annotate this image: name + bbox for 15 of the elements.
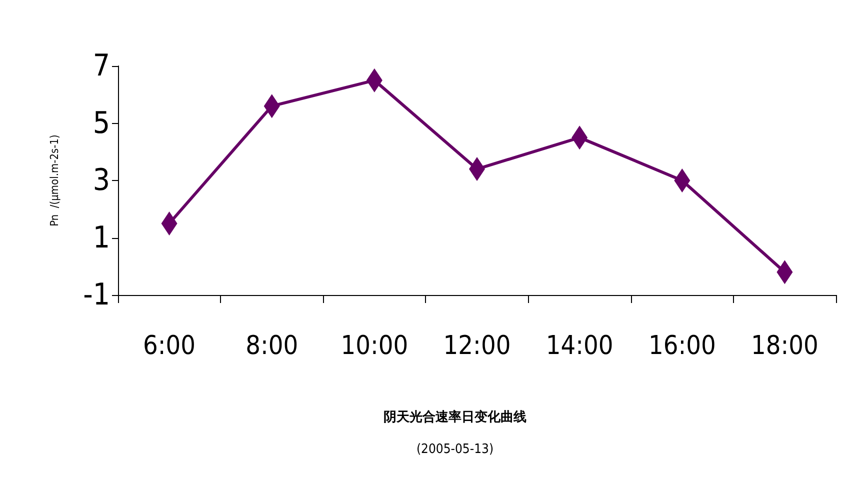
x-tick-label: 8:00	[246, 331, 298, 361]
x-tick-label: 10:00	[340, 331, 408, 361]
y-axis-title: Pn /(μmol.m-2s-1)	[48, 134, 61, 226]
y-tick-label: 3	[92, 163, 110, 198]
x-tick-label: 12:00	[443, 331, 511, 361]
x-tick-label: 14:00	[546, 331, 614, 361]
y-tick-label: -1	[83, 278, 110, 312]
text: 阴天光合速率日变化曲线	[384, 409, 526, 425]
x-tick-label: 16:00	[648, 331, 716, 361]
y-tick-label: 1	[92, 220, 110, 256]
text: (2005-05-13)	[416, 442, 494, 457]
y-tick-label: 5	[92, 106, 110, 141]
x-tick-label: 18:00	[751, 331, 818, 361]
x-tick-label: 6:00	[143, 331, 196, 361]
y-tick-label: 7	[92, 48, 110, 84]
